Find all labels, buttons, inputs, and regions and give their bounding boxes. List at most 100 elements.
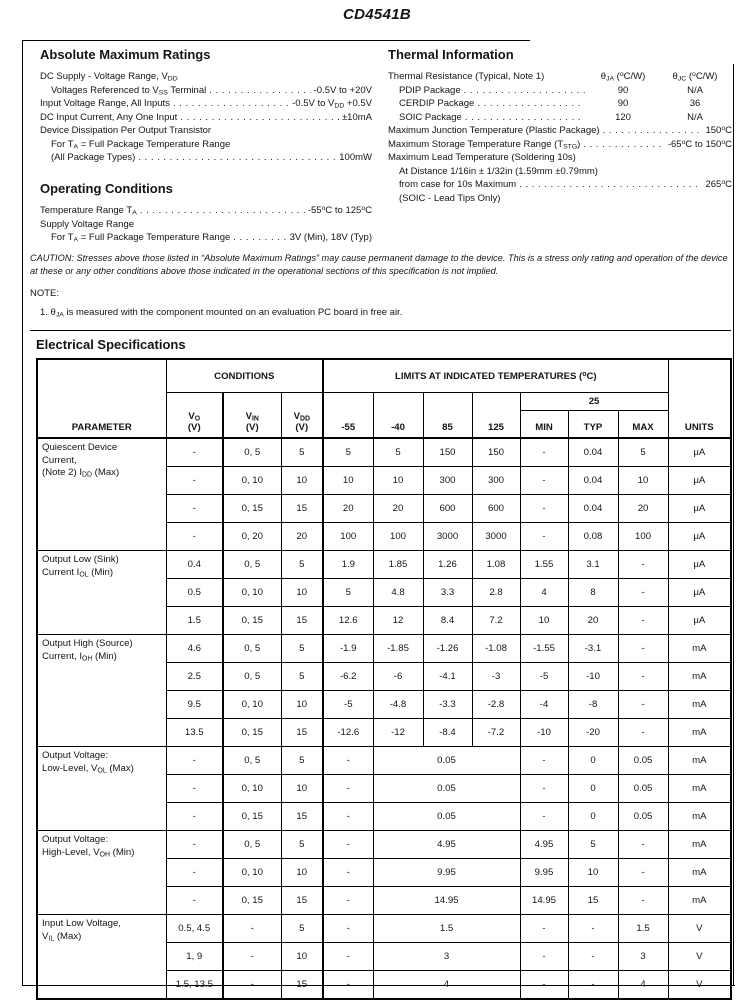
- vo-cell: 13.5: [165, 718, 224, 747]
- unit-cell: μA: [667, 494, 732, 523]
- limit-cell: 2.8: [471, 578, 521, 607]
- limit-cell: -1.55: [519, 634, 569, 663]
- spec-table-row: Output Voltage: High-Level, VOH (Min) -0, …: [36, 830, 732, 915]
- vin-cell: 0, 10: [222, 774, 282, 803]
- vin-cell: 0, 5: [222, 662, 282, 691]
- vdd-cell: 10: [280, 578, 324, 607]
- limit-cell: 0.05: [617, 774, 669, 803]
- limit-cell: -: [617, 550, 669, 579]
- leader-dots: [180, 111, 339, 125]
- limit-cell: -: [519, 774, 569, 803]
- vo-cell: -: [165, 858, 224, 887]
- vdd-cell: 5: [280, 550, 324, 579]
- vo-cell: 2.5: [165, 662, 224, 691]
- rating-line: Maximum Junction Temperature (Plastic Pa…: [388, 124, 732, 138]
- limit-cell: -12.6: [322, 718, 374, 747]
- unit-cell: mA: [667, 858, 732, 887]
- limit-cell: 1.55: [519, 550, 569, 579]
- limit-cell: -: [519, 942, 569, 971]
- limit-cell: -: [322, 802, 374, 831]
- limits-group-header: LIMITS AT INDICATED TEMPERATURES (oC): [322, 358, 669, 393]
- limit-cell: -: [322, 774, 374, 803]
- limit-cell: 0.05: [617, 802, 669, 831]
- vdd-cell: 5: [280, 437, 324, 467]
- caution-paragraph: CAUTION: Stresses above those listed in …: [30, 253, 728, 276]
- spec-table-row: Input Low Voltage, VIL (Max) 0.5, 4.5-5-1.…: [36, 914, 732, 1000]
- operating-conditions-heading: Operating Conditions: [40, 181, 173, 196]
- spec-table-row: Output Low (Sink) Current IOL (Min) 0.4 0, …: [36, 550, 732, 635]
- limit-cell: 5: [322, 437, 374, 467]
- limit-cell: -4.1: [422, 662, 473, 691]
- limit-cell: -2.8: [471, 690, 521, 719]
- temp-85-header: 85: [422, 392, 473, 439]
- vo-cell: 0.4: [165, 550, 224, 579]
- theta-jc-column-header: θJC (oC/W): [672, 70, 718, 83]
- limit-cell: 1.08: [471, 550, 521, 579]
- vin-cell: -: [222, 914, 282, 943]
- operating-conditions-section: Operating Conditions Temperature Range T…: [40, 181, 372, 245]
- unit-cell: mA: [667, 662, 732, 691]
- limit-cell: -10: [567, 662, 619, 691]
- note-section: NOTE: 1. θJA is measured with the compon…: [30, 288, 730, 319]
- limit-cell: -: [617, 662, 669, 691]
- vo-cell: 4.6: [165, 634, 224, 663]
- limit-cell: -3: [471, 662, 521, 691]
- rating-label: Input Voltage Range, All Inputs: [40, 98, 170, 109]
- limit-cell: 100: [617, 522, 669, 551]
- limit-cell: 1.5: [372, 914, 521, 943]
- leader-dots: [603, 124, 703, 138]
- unit-cell: μA: [667, 437, 732, 467]
- limit-cell: 20: [567, 606, 619, 635]
- limit-cell: -12: [372, 718, 424, 747]
- spec-table-row: 1.5, 13.5-15-4- -4 V: [37, 970, 732, 1000]
- limit-cell: -: [519, 914, 569, 943]
- rating-label: (SOIC - Lead Tips Only): [399, 192, 501, 204]
- min-column-header: MIN: [519, 410, 569, 439]
- thermal-resistance-row: SOIC Package 120 N/A: [388, 111, 732, 125]
- rating-value: ±10mA: [341, 111, 372, 123]
- limit-cell: -3.1: [567, 634, 619, 663]
- leader-dots: [233, 231, 286, 245]
- theta-jc-value: 36: [689, 98, 701, 109]
- package-label: SOIC Package: [399, 111, 462, 123]
- vo-cell: 1.5, 13.5: [165, 970, 224, 1000]
- vdd-cell: 15: [280, 802, 324, 831]
- note-item: 1. θJA is measured with the component mo…: [40, 307, 403, 319]
- parameter-cell: Quiescent Device Current, (Note 2) IDD (Ma…: [36, 437, 167, 551]
- leader-dots: [477, 97, 585, 111]
- vdd-cell: 5: [280, 662, 324, 691]
- parameter-cell: Output Voltage: High-Level, VOH (Min): [36, 830, 167, 915]
- theta-ja-column-header: θJA (oC/W): [600, 70, 646, 83]
- vin-cell: 0, 15: [222, 802, 282, 831]
- vdd-cell: 15: [280, 970, 324, 1000]
- limit-cell: 3.1: [567, 550, 619, 579]
- package-label: CERDIP Package: [399, 98, 475, 109]
- rating-label: Temperature Range TA: [40, 205, 137, 217]
- rating-line: Device Dissipation Per Output Transistor: [40, 124, 372, 138]
- rating-line: Temperature Range TA -55oC to 125oC: [40, 204, 372, 218]
- limit-cell: -5: [519, 662, 569, 691]
- rating-value: -0.5V to VDD +0.5V: [292, 98, 372, 110]
- limit-cell: 150: [471, 437, 521, 467]
- parameter-column-header: PARAMETER: [36, 358, 167, 439]
- limit-cell: 1.26: [422, 550, 473, 579]
- vin-cell: 0, 5: [222, 634, 282, 663]
- vdd-cell: 10: [280, 858, 324, 887]
- rating-label: (All Package Types): [51, 152, 136, 163]
- rating-label: For TA = Full Package Temperature Range: [51, 232, 231, 244]
- unit-cell: μA: [667, 466, 732, 495]
- thermal-resistance-header-row: Thermal Resistance (Typical, Note 1) θJA…: [388, 70, 732, 84]
- parameter-cell: Output High (Source) Current, IOH (Min): [36, 634, 167, 747]
- vdd-cell: 5: [280, 830, 324, 859]
- limit-cell: -: [322, 970, 374, 1000]
- limit-cell: -5: [322, 690, 374, 719]
- vo-cell: -: [165, 494, 224, 523]
- vo-cell: -: [165, 886, 224, 915]
- vdd-cell: 5: [280, 746, 324, 775]
- rating-value: 265oC: [705, 178, 732, 190]
- limit-cell: -20: [567, 718, 619, 747]
- limit-cell: -1.9: [322, 634, 374, 663]
- leader-dots: [209, 84, 310, 98]
- limit-cell: -: [567, 914, 619, 943]
- spec-table-row: 1.5 0, 15 15 12.6 12 8.4 7.2 10 20- μA: [37, 606, 732, 635]
